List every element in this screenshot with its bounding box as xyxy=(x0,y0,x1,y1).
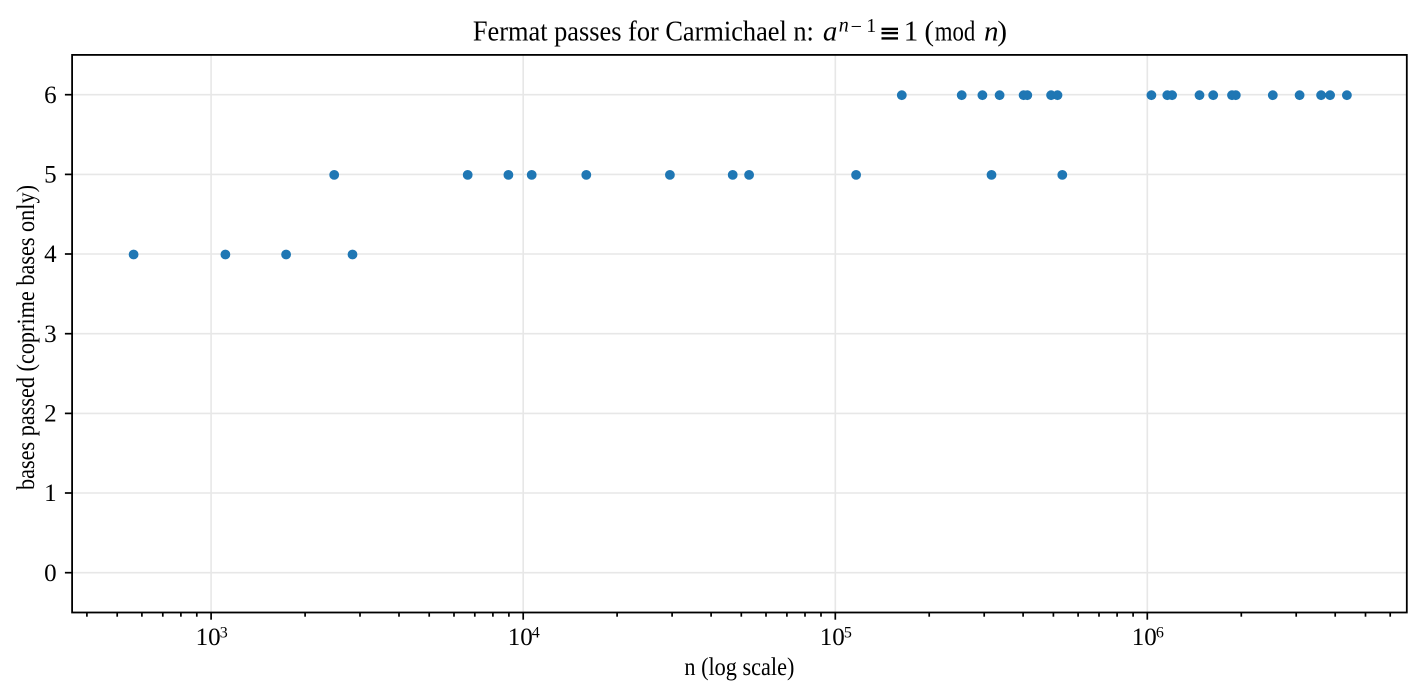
svg-text:5: 5 xyxy=(844,625,852,642)
svg-text:6: 6 xyxy=(44,82,57,109)
svg-text:10: 10 xyxy=(508,624,533,651)
svg-text:1: 1 xyxy=(866,15,876,37)
svg-text:1: 1 xyxy=(904,15,919,47)
svg-text:2: 2 xyxy=(44,401,57,428)
svg-text:n: n xyxy=(839,15,849,37)
svg-text:a: a xyxy=(823,15,838,47)
svg-text:10: 10 xyxy=(196,624,221,651)
svg-text:10: 10 xyxy=(820,624,845,651)
svg-text:(: ( xyxy=(924,15,934,47)
svg-text:0: 0 xyxy=(44,560,57,587)
svg-text:4: 4 xyxy=(44,241,57,268)
svg-text:4: 4 xyxy=(532,625,540,642)
svg-text:1: 1 xyxy=(44,480,57,507)
svg-text:n (log scale): n (log scale) xyxy=(684,654,794,681)
svg-text:−: − xyxy=(851,16,862,38)
svg-text:n: n xyxy=(984,15,999,47)
svg-text:mod: mod xyxy=(935,15,976,47)
svg-text:5: 5 xyxy=(44,162,57,189)
svg-text:): ) xyxy=(997,15,1007,47)
svg-text:6: 6 xyxy=(1156,625,1164,642)
svg-text:Fermat passes for Carmichael n: Fermat passes for Carmichael n: xyxy=(473,15,814,47)
svg-text:bases passed (coprime bases on: bases passed (coprime bases only) xyxy=(13,185,40,490)
svg-text:10: 10 xyxy=(1132,624,1157,651)
svg-text:3: 3 xyxy=(220,625,228,642)
svg-text:3: 3 xyxy=(44,321,57,348)
